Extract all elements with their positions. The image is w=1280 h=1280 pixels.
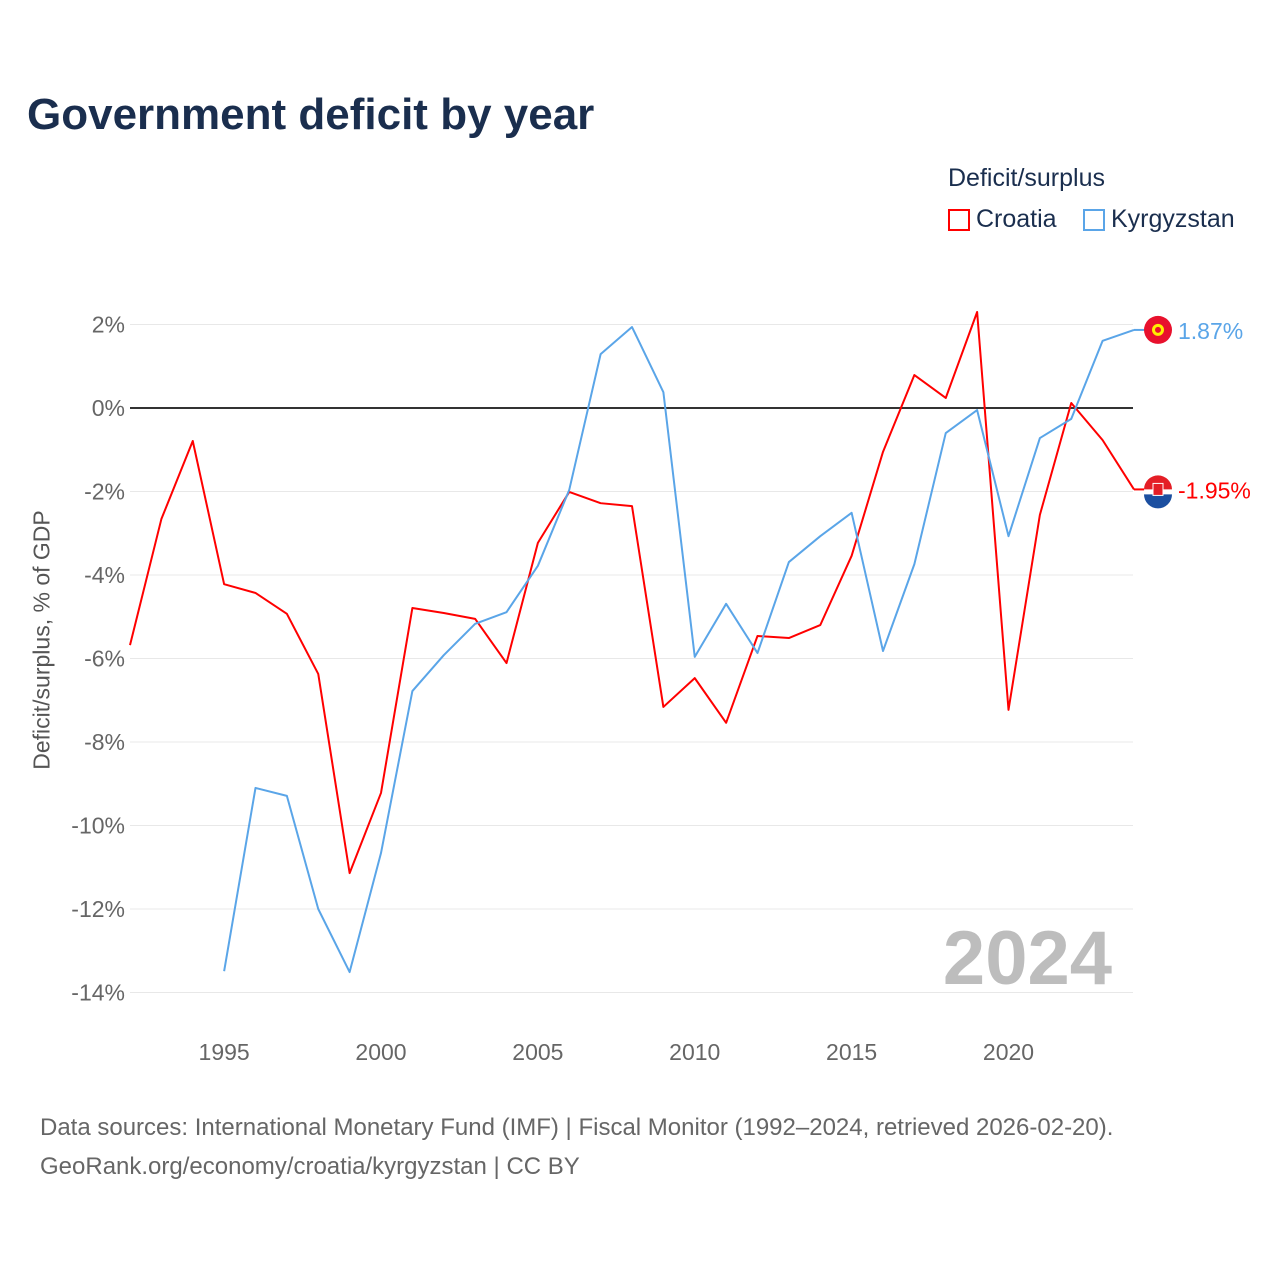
legend-label-croatia: Croatia xyxy=(976,205,1057,233)
y-tick-label: 0% xyxy=(92,395,125,421)
x-tick-label: 2020 xyxy=(983,1039,1034,1065)
series-line-kyrgyzstan xyxy=(223,326,1135,974)
end-value-label-kyrgyzstan: 1.87% xyxy=(1178,318,1243,344)
y-tick-label: -8% xyxy=(84,729,125,755)
legend-item-kyrgyzstan[interactable]: Kyrgyzstan xyxy=(1083,205,1235,234)
series-line-croatia xyxy=(129,310,1135,875)
y-tick-label: -6% xyxy=(84,646,125,672)
source-line-1: Data sources: International Monetary Fun… xyxy=(40,1114,1114,1141)
y-tick-label: 2% xyxy=(92,312,125,338)
x-tick-label: 2000 xyxy=(355,1039,406,1065)
x-tick-label: 1995 xyxy=(199,1039,250,1065)
x-tick-label: 2015 xyxy=(826,1039,877,1065)
legend-swatch-kyrgyzstan xyxy=(1083,208,1105,231)
plot-area: 2% 0% -2% -4% -6% -8% -10% -12% -14% 1995 2000 2005… xyxy=(71,310,1251,1065)
legend-label-kyrgyzstan: Kyrgyzstan xyxy=(1111,205,1235,233)
kyrgyzstan-flag-tunduk xyxy=(1155,326,1161,333)
y-tick-label: -14% xyxy=(71,980,125,1006)
x-tick-label: 2005 xyxy=(512,1039,563,1065)
chart-title: Government deficit by year xyxy=(27,90,595,139)
legend-item-croatia[interactable]: Croatia xyxy=(948,205,1057,234)
end-value-label-croatia: -1.95% xyxy=(1178,477,1251,503)
y-tick-label: -4% xyxy=(84,562,125,588)
source-line-2[interactable]: GeoRank.org/economy/croatia/kyrgyzstan |… xyxy=(40,1153,580,1180)
legend-title: Deficit/surplus xyxy=(948,164,1105,192)
source-note: Data sources: International Monetary Fun… xyxy=(40,1108,1113,1186)
legend-swatch-croatia xyxy=(948,208,970,231)
x-tick-label: 2010 xyxy=(669,1039,720,1065)
croatia-flag-red xyxy=(1144,475,1172,490)
y-tick-label: -2% xyxy=(84,479,125,505)
y-tick-label: -12% xyxy=(71,896,125,922)
croatia-flag-blue xyxy=(1144,494,1172,509)
year-watermark: 2024 xyxy=(943,916,1112,1001)
croatia-flag-shield xyxy=(1152,482,1164,496)
y-tick-label: -10% xyxy=(71,813,125,839)
